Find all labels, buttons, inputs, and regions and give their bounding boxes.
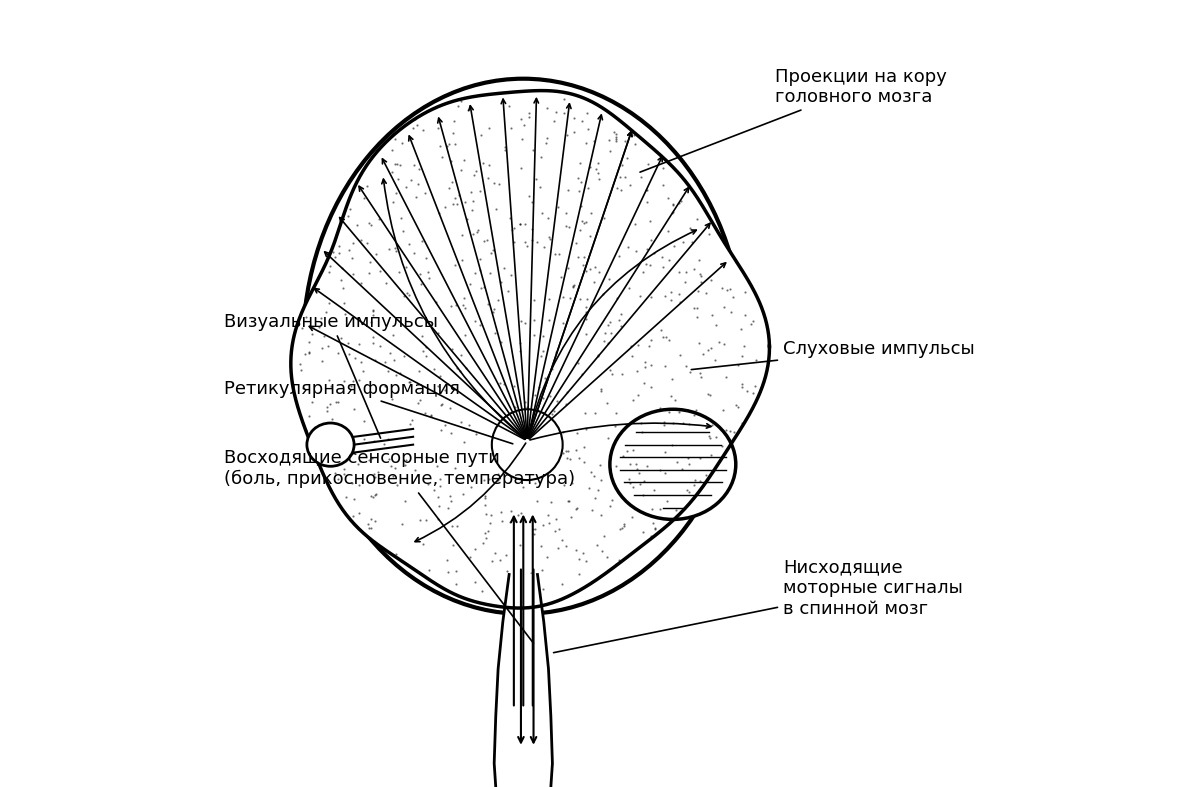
Text: Проекции на кору
головного мозга: Проекции на кору головного мозга	[641, 68, 948, 172]
Ellipse shape	[303, 79, 744, 614]
Ellipse shape	[610, 409, 736, 519]
Ellipse shape	[307, 423, 354, 466]
Text: Слуховые импульсы: Слуховые импульсы	[691, 340, 975, 370]
Ellipse shape	[491, 409, 562, 480]
Text: Нисходящие
моторные сигналы
в спинной мозг: Нисходящие моторные сигналы в спинной мо…	[554, 558, 963, 652]
Polygon shape	[494, 575, 553, 787]
Polygon shape	[291, 91, 769, 608]
Text: Визуальные импульсы: Визуальные импульсы	[224, 312, 438, 438]
Text: Ретикулярная формация: Ретикулярная формация	[224, 379, 513, 444]
Text: Восходящие сенсорные пути
(боль, прикосновение, температура): Восходящие сенсорные пути (боль, прикосн…	[224, 449, 576, 643]
